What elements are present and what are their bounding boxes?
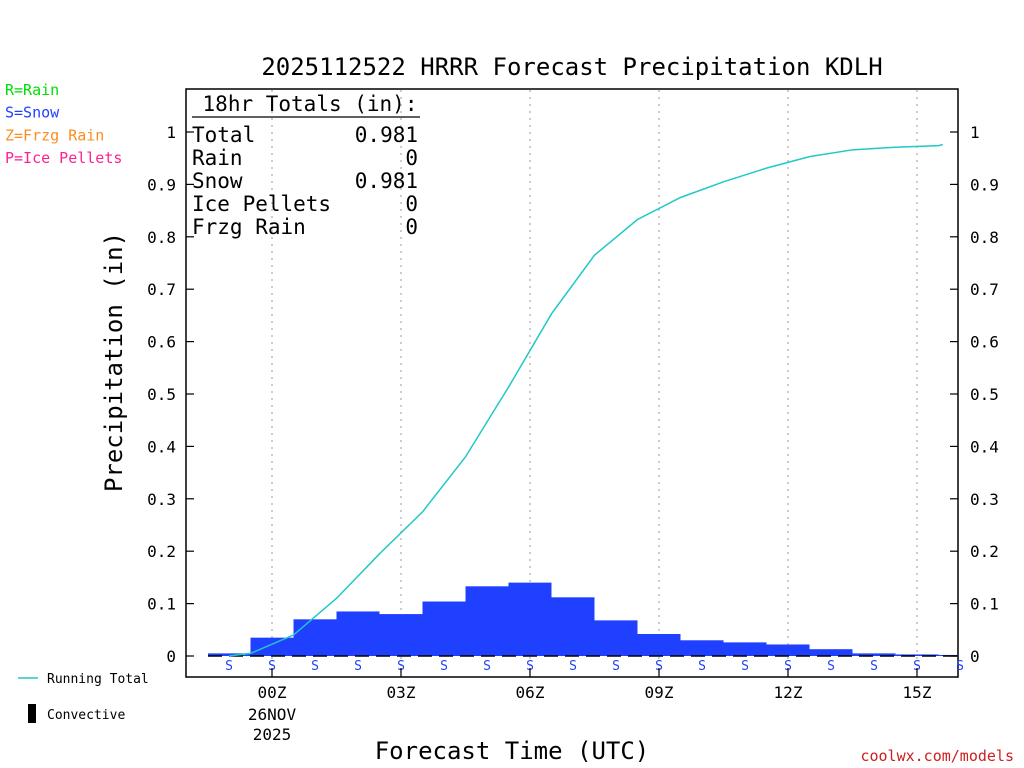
y-tick-label: 0.3 — [970, 490, 999, 509]
y-axis-left: 0 0.1 0.2 0.3 0.4 0.5 0.6 0.7 0.8 0.9 1 — [147, 123, 194, 666]
y-tick-label: 0.1 — [970, 595, 999, 614]
precip-type-label: S — [784, 659, 792, 674]
precip-bar — [680, 640, 724, 656]
precip-bar — [766, 644, 810, 656]
totals-label: Ice Pellets — [192, 192, 331, 216]
y-tick-label: 0.2 — [147, 542, 176, 561]
y-tick-label: 0.4 — [147, 437, 176, 456]
y-tick-label: 0.4 — [970, 437, 999, 456]
totals-box: 18hr Totals (in): Total 0.981 Rain 0 Snow 0.9… — [192, 92, 420, 239]
precip-bar — [293, 619, 337, 656]
plot-frame — [185, 88, 959, 678]
precip-bar — [637, 633, 681, 656]
y-tick-label: 0 — [166, 647, 176, 666]
y-tick-label: 0.9 — [970, 175, 999, 194]
y-tick-label: 1 — [166, 123, 176, 142]
x-axis-title: Forecast Time (UTC) — [375, 737, 650, 765]
totals-heading: 18hr Totals (in): — [203, 92, 418, 116]
y-tick-label: 0.7 — [147, 280, 176, 299]
x-tick-label: 00Z — [258, 683, 287, 702]
totals-label: Snow — [192, 169, 243, 193]
precip-type-label: S — [569, 659, 577, 674]
totals-label: Frzg Rain — [192, 215, 306, 239]
totals-label: Total — [192, 123, 255, 147]
precip-type-legend: R=Rain S=Snow Z=Frzg Rain P=Ice Pellets — [5, 81, 122, 167]
x-tick-label: 03Z — [387, 683, 416, 702]
y-tick-label: 0.1 — [147, 595, 176, 614]
precip-type-label: S — [268, 659, 276, 674]
y-tick-label: 0.8 — [147, 228, 176, 247]
precip-bar — [551, 597, 595, 656]
y-tick-label: 0.9 — [147, 175, 176, 194]
y-tick-label: 0.8 — [970, 228, 999, 247]
type-legend-item: S=Snow — [5, 104, 60, 122]
precip-bar — [336, 611, 380, 656]
precip-bar — [508, 582, 552, 656]
precip-type-label: S — [870, 659, 878, 674]
y-tick-label: 0.6 — [970, 333, 999, 352]
totals-value: 0 — [405, 146, 418, 170]
precip-type-label: S — [526, 659, 534, 674]
y-axis-title: Precipitation (in) — [100, 232, 128, 492]
y-tick-label: 0.6 — [147, 333, 176, 352]
precip-bar — [809, 649, 853, 656]
bottom-legend: Running Total Convective — [18, 672, 149, 723]
totals-value: 0.981 — [355, 169, 418, 193]
precip-type-label: S — [483, 659, 491, 674]
precip-bar — [208, 653, 251, 656]
precip-type-label: S — [440, 659, 448, 674]
precip-type-label: S — [741, 659, 749, 674]
precip-type-label: S — [956, 659, 964, 674]
totals-value: 0 — [405, 192, 418, 216]
precip-bar — [379, 614, 423, 656]
x-tick-label: 06Z — [516, 683, 545, 702]
y-axis-right: 0 0.1 0.2 0.3 0.4 0.5 0.6 0.7 0.8 0.9 1 — [950, 123, 999, 666]
precip-type-label: S — [913, 659, 921, 674]
type-legend-item: P=Ice Pellets — [5, 149, 122, 167]
totals-rows: Total 0.981 Rain 0 Snow 0.981 Ice Pellets 0 Frzg… — [192, 123, 418, 239]
credit-link[interactable]: coolwx.com/models — [860, 747, 1014, 765]
convective-swatch — [28, 704, 36, 723]
running-total-line — [228, 143, 943, 657]
running-total-legend-label: Running Total — [47, 672, 149, 687]
x-tick-label: 12Z — [774, 683, 803, 702]
precip-type-label: S — [698, 659, 706, 674]
y-tick-label: 0.3 — [147, 490, 176, 509]
totals-value: 0 — [405, 215, 418, 239]
y-tick-label: 0.5 — [970, 385, 999, 404]
precip-bar — [895, 654, 939, 656]
y-tick-label: 0.5 — [147, 385, 176, 404]
x-tick-label: 15Z — [903, 683, 932, 702]
totals-value: 0.981 — [355, 123, 418, 147]
chart-title: 2025112522 HRRR Forecast Precipitation K… — [261, 53, 882, 81]
x-tick-date: 26NOV — [248, 705, 297, 724]
x-tick-label: 09Z — [645, 683, 674, 702]
type-legend-item: Z=Frzg Rain — [5, 126, 104, 144]
precip-type-label: S — [354, 659, 362, 674]
precip-bar — [594, 620, 638, 656]
precip-type-label: S — [612, 659, 620, 674]
convective-legend-label: Convective — [47, 708, 125, 723]
totals-label: Rain — [192, 146, 243, 170]
precip-type-label: S — [397, 659, 405, 674]
y-tick-label: 0.7 — [970, 280, 999, 299]
hourly-bars — [208, 582, 958, 656]
precip-type-label: S — [225, 659, 233, 674]
precip-bar — [465, 586, 509, 656]
x-tick-year: 2025 — [253, 725, 292, 744]
precip-type-label: S — [311, 659, 319, 674]
precip-type-label: S — [827, 659, 835, 674]
y-tick-label: 0.2 — [970, 542, 999, 561]
precip-bar — [723, 642, 767, 656]
precip-type-label: S — [655, 659, 663, 674]
y-tick-label: 0 — [970, 647, 980, 666]
precip-bar — [422, 601, 466, 656]
precip-bar — [852, 653, 896, 656]
precip-bar — [250, 637, 294, 656]
type-legend-item: R=Rain — [5, 81, 59, 99]
y-tick-label: 1 — [970, 123, 980, 142]
